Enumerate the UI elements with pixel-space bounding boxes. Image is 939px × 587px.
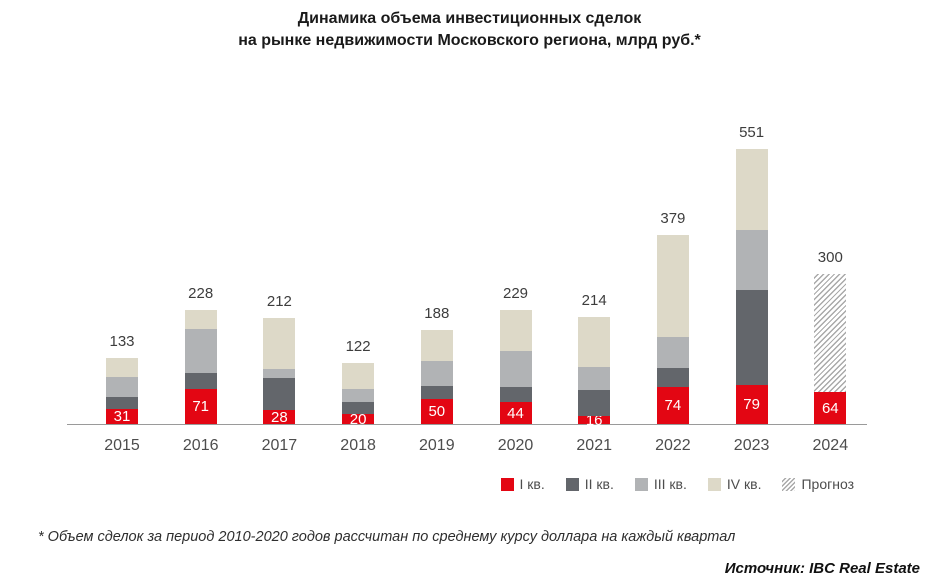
x-axis-tick-label-2024: 2024 [812, 437, 849, 454]
bar-segment-2019-II кв. [420, 386, 453, 399]
q1-value-label-2015: 31 [113, 407, 131, 425]
q1-value-label-2020: 44 [507, 404, 524, 422]
total-value-label-2015: 133 [109, 332, 135, 350]
bar-segment-2016-I кв. [184, 388, 217, 424]
q1-value-label-2023: 79 [743, 395, 760, 413]
bar-segment-2015-I кв. [106, 408, 138, 424]
x-axis-tick-label-2019: 2019 [419, 437, 455, 454]
bar-segment-2016-IV кв. [184, 310, 217, 329]
bar-segment-2023-IV кв. [735, 148, 768, 230]
bar-segment-2022-I кв. [656, 387, 689, 424]
x-axis-tick-label-2021: 2021 [576, 437, 612, 454]
total-value-label-2021: 214 [581, 292, 607, 309]
bar-segment-2015-III кв. [106, 376, 138, 397]
legend-item-Прогноз: Прогноз [782, 476, 854, 492]
bar-segment-2022-IV кв. [656, 234, 689, 337]
bar-segment-2018-IV кв. [342, 363, 375, 389]
chart-title: Динамика объема инвестиционных сделок на… [0, 8, 939, 52]
bar-segment-2017-IV кв. [263, 318, 296, 369]
q1-value-label-2021: 16 [585, 411, 603, 429]
bar-segment-2024-I кв. [814, 392, 847, 424]
legend-item-III кв.: III кв. [634, 476, 687, 492]
x-axis-tick-label-2016: 2016 [182, 437, 219, 454]
total-value-label-2019: 188 [424, 305, 450, 322]
legend-label-IV кв.: IV кв. [726, 476, 762, 492]
bar-segment-2020-IV кв. [499, 309, 532, 351]
legend-label-Прогноз: Прогноз [801, 476, 854, 492]
legend-swatch-III кв. [634, 477, 648, 491]
x-axis-line [67, 424, 867, 425]
total-value-label-2023: 551 [739, 123, 765, 141]
total-value-label-2020: 229 [502, 284, 529, 302]
legend-swatch-IV кв. [707, 477, 721, 491]
legend-swatch-II кв. [565, 477, 579, 491]
bar-segment-2017-II кв. [263, 378, 296, 410]
legend-label-III кв.: III кв. [653, 476, 687, 492]
legend: I кв. II кв. III кв. IV кв. Прогноз [500, 476, 854, 492]
q1-value-label-2018: 20 [349, 410, 367, 428]
chart-title-line2: на рынке недвижимости Московского регион… [238, 32, 701, 49]
bar-segment-2018-III кв. [342, 388, 375, 402]
bar-segment-2017-III кв. [263, 369, 296, 378]
bar-segment-2016-II кв. [184, 373, 217, 389]
x-axis-tick-label-2022: 2022 [655, 437, 691, 454]
bar-segment-2020-I кв. [499, 402, 532, 424]
legend-item-II кв.: II кв. [565, 476, 614, 492]
bar-segment-2021-I кв. [578, 416, 611, 424]
q1-value-label-2016: 71 [192, 397, 210, 415]
bar-segment-2023-I кв. [735, 384, 768, 424]
bar-segment-2019-I кв. [420, 399, 453, 424]
bar-segment-2024-Прогноз [814, 274, 847, 392]
bar-segment-2021-IV кв. [578, 317, 611, 367]
legend-item-I кв.: I кв. [500, 476, 545, 492]
bar-segment-2023-II кв. [735, 289, 768, 385]
total-value-label-2024: 300 [817, 249, 843, 266]
legend-item-IV кв.: IV кв. [707, 476, 762, 492]
bar-segment-2019-IV кв. [420, 330, 453, 361]
bar-segment-2020-II кв. [499, 387, 532, 402]
x-axis-tick-label-2017: 2017 [261, 437, 298, 454]
bar-segment-2022-III кв. [656, 337, 689, 368]
total-value-label-2018: 122 [345, 338, 371, 355]
x-axis-tick-label-2018: 2018 [340, 437, 376, 454]
bar-segment-2017-I кв. [263, 410, 296, 424]
q1-value-label-2019: 50 [428, 403, 446, 420]
total-value-label-2016: 228 [188, 285, 214, 302]
bar-segment-2016-III кв. [184, 329, 217, 373]
bar-segment-2021-III кв. [578, 367, 611, 390]
bar-segment-2023-III кв. [735, 229, 768, 290]
legend-label-I кв.: I кв. [519, 476, 545, 492]
total-value-label-2017: 212 [266, 293, 292, 310]
q1-value-label-2024: 64 [821, 399, 839, 417]
bar-segment-2015-IV кв. [106, 357, 138, 377]
chart-title-line1: Динамика объема инвестиционных сделок [297, 10, 642, 27]
bar-segment-2019-III кв. [420, 361, 453, 386]
bar-segment-2018-I кв. [342, 414, 375, 424]
bar-segment-2020-III кв. [499, 350, 532, 387]
total-value-label-2022: 379 [660, 209, 686, 227]
x-axis-tick-label-2023: 2023 [733, 437, 770, 454]
q1-value-label-2017: 28 [271, 408, 288, 426]
legend-swatch-I кв. [500, 477, 514, 491]
bar-segment-2022-II кв. [656, 367, 689, 387]
legend-swatch-Прогноз [782, 477, 796, 491]
footnote: * Объем сделок за период 2010-2020 годов… [38, 529, 736, 545]
bar-segment-2018-II кв. [342, 402, 375, 414]
x-axis-tick-label-2020: 2020 [497, 437, 534, 454]
source-credit: Источник: IBC Real Estate [724, 560, 920, 577]
bar-segment-2015-II кв. [106, 396, 138, 409]
legend-label-II кв.: II кв. [584, 476, 614, 492]
x-axis-tick-label-2015: 2015 [104, 437, 140, 454]
bar-segment-2021-II кв. [578, 389, 611, 416]
q1-value-label-2022: 74 [664, 397, 682, 414]
